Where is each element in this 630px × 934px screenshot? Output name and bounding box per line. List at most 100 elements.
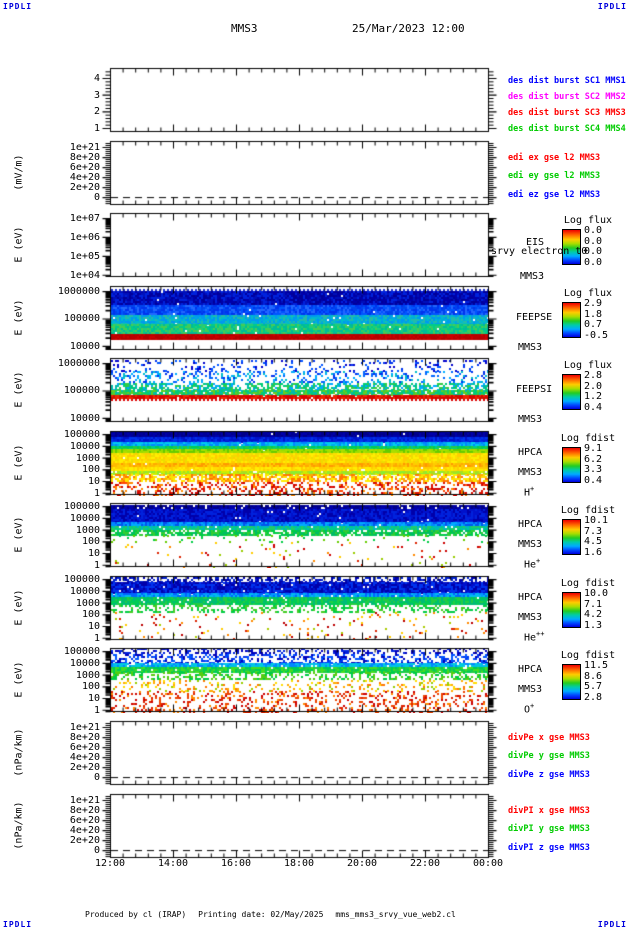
panel-eis-colorbar — [562, 229, 581, 265]
y-axis-unit-text: E (eV) — [13, 371, 25, 408]
y-axis-unit-text: (nPa/km) — [13, 801, 25, 850]
colorbar-tick-label: 2.8 — [584, 691, 603, 703]
panel-hpca-hepp-plot — [94, 575, 502, 641]
ipdli-logo-bottom-right: IPDLI — [597, 920, 627, 929]
panel-divpi-right-label-2: divPI z gse MMS3 — [508, 843, 590, 853]
time-axis-tick-label-3: 18:00 — [283, 858, 315, 869]
panel-divpi-plot — [94, 793, 502, 859]
colorbar-tick-label: 5.7 — [584, 681, 603, 692]
panel-eis-ytick-label-0: 1e+07 — [69, 213, 100, 225]
panel-des-dist-burst-right-label-1: des dist burst SC2 MMS2 — [508, 92, 626, 102]
panel-feepsi-ytick-label-2: 10000 — [69, 412, 100, 424]
panel-hpca-hepp-ytick-label-2: 1000 — [75, 597, 100, 609]
panel-feepse-right-label-1: MMS3 — [518, 342, 543, 353]
panel-hpca-hepp-ytick-label-1: 10000 — [69, 585, 100, 597]
panel-hpca-he-y-axis-unit: E (eV) — [6, 503, 32, 566]
panel-feepsi-colorbar-title: Log flux — [563, 360, 613, 371]
panel-feepsi-y-axis-unit: E (eV) — [6, 358, 32, 421]
panel-divpe-ytick-label-5: 0 — [36, 772, 100, 783]
panel-des-dist-burst-plot — [94, 67, 502, 133]
panel-eis-right-label-2: MMS3 — [520, 271, 545, 282]
panel-hpca-h-plot — [94, 430, 502, 496]
panel-hpca-h-ytick-label-5: 1 — [36, 488, 100, 499]
panel-hpca-o-ytick-label-5: 1 — [36, 705, 100, 716]
panel-hpca-o-right-label-2: O+ — [524, 702, 535, 716]
colorbar-tick-label: 10.1 — [584, 515, 609, 526]
panel-hpca-o-ytick-label-3: 100 — [81, 681, 100, 693]
panel-feepse-y-axis-unit: E (eV) — [6, 286, 32, 349]
time-axis-tick-label-4: 20:00 — [346, 858, 378, 869]
colorbar-tick-label: 0.0 — [584, 246, 603, 257]
panel-eis-ytick-label-2: 1e+05 — [69, 250, 100, 262]
panel-divpe-ytick-label-2: 6e+20 — [69, 742, 100, 754]
panel-feepse-ytick-label-2: 10000 — [69, 340, 100, 352]
panel-hpca-hepp-ytick-label-3: 100 — [81, 609, 100, 621]
colorbar-tick-label: 3.3 — [584, 464, 603, 475]
panel-hpca-o-colorbar-ticks: 11.5 8.6 5.7 2.8 — [584, 660, 608, 703]
colorbar-tick-label: 4.2 — [584, 609, 603, 620]
panel-feepse-colorbar-ticks: 2.9 1.8 0.7 -0.5 — [584, 298, 609, 341]
panel-feepse-ytick-label-0: 1000000 — [57, 286, 100, 298]
time-axis-tick-label-6: 00:00 — [472, 858, 504, 869]
panel-divpe-plot — [94, 720, 502, 786]
panel-divpi-ytick-label-4: 2e+20 — [69, 835, 100, 847]
colorbar-tick-label: 0.0 — [584, 235, 603, 247]
time-axis-tick-label-5: 22:00 — [409, 858, 441, 869]
colorbar-tick-label: 2.8 — [584, 370, 603, 381]
y-axis-unit-text: E (eV) — [13, 299, 25, 336]
panel-feepsi-right-label-1: MMS3 — [518, 414, 543, 425]
colorbar-tick-label: 2.0 — [584, 380, 603, 392]
colorbar-tick-label: 0.7 — [584, 319, 603, 330]
panel-feepsi-colorbar-ticks: 2.8 2.0 1.2 0.4 — [584, 370, 603, 413]
colorbar-tick-label: 0.4 — [584, 474, 603, 486]
y-axis-unit-text: E (eV) — [13, 444, 25, 481]
panel-des-dist-burst-right-label-2: des dist burst SC3 MMS3 — [508, 108, 626, 118]
colorbar-tick-label: 0.4 — [584, 401, 603, 413]
colorbar-tick-label: 8.6 — [584, 670, 603, 682]
panel-hpca-h-ytick-label-2: 1000 — [75, 452, 100, 464]
y-axis-unit-text: E (eV) — [13, 516, 25, 553]
panel-hpca-h-colorbar-ticks: 9.1 6.2 3.3 0.4 — [584, 443, 603, 486]
panel-hpca-he-right-label-2: He+ — [524, 557, 541, 571]
panel-feepsi-ytick-label-1: 100000 — [63, 385, 100, 397]
panel-hpca-he-colorbar-ticks: 10.1 7.3 4.5 1.6 — [584, 515, 609, 558]
panel-des-dist-burst-ytick-label-0: 4 — [36, 73, 100, 84]
panel-hpca-hepp-y-axis-unit: E (eV) — [6, 576, 32, 639]
ipdli-logo-top-left: IPDLI — [3, 2, 33, 11]
panel-hpca-h-ytick-label-4: 10 — [36, 476, 100, 487]
spacecraft-title: MMS3 — [231, 22, 258, 35]
panel-divpe-ytick-label-1: 8e+20 — [69, 732, 100, 744]
panel-hpca-he-ytick-label-1: 10000 — [69, 512, 100, 524]
panel-divpi-ytick-label-5: 0 — [36, 845, 100, 856]
colorbar-tick-label: -0.5 — [584, 329, 609, 341]
panel-hpca-o-y-axis-unit: E (eV) — [6, 648, 32, 711]
colorbar-tick-label: 10.0 — [584, 588, 609, 599]
panel-divpi-right-label-1: divPI y gse MMS3 — [508, 824, 590, 834]
panel-eis-y-axis-unit: E (eV) — [6, 213, 32, 276]
panel-eis-ytick-label-1: 1e+06 — [69, 231, 100, 243]
panel-edi-ytick-label-3: 4e+20 — [69, 172, 100, 184]
panel-hpca-hepp-ytick-label-5: 1 — [36, 633, 100, 644]
panel-hpca-he-right-label-0: HPCA — [518, 519, 543, 530]
colorbar-tick-label: 1.3 — [584, 619, 603, 631]
superscript: + — [530, 702, 535, 710]
panel-feepsi-plot — [94, 357, 502, 423]
panel-hpca-hepp-right-label-1: MMS3 — [518, 612, 543, 623]
panel-eis-plot — [94, 212, 502, 278]
time-axis-tick-label-1: 14:00 — [157, 858, 189, 869]
panel-divpe-ytick-label-4: 2e+20 — [69, 762, 100, 774]
footer-script-name: mms_mms3_srvy_vue_web2.cl — [335, 910, 456, 919]
superscript: ++ — [536, 630, 545, 638]
panel-hpca-hepp-colorbar-title: Log fdist — [560, 578, 616, 589]
panel-eis-right-label-1: srvy electron t0 — [491, 246, 588, 257]
panel-hpca-h-y-axis-unit: E (eV) — [6, 431, 32, 494]
time-axis-tick-label-2: 16:00 — [220, 858, 252, 869]
panel-hpca-hepp-ytick-label-4: 10 — [36, 621, 100, 632]
panel-feepsi-right-label-0: FEEPSI — [516, 384, 553, 395]
colorbar-tick-label: 6.2 — [584, 453, 603, 465]
colorbar-tick-label: 4.5 — [584, 536, 603, 547]
panel-hpca-hepp-colorbar-ticks: 10.0 7.1 4.2 1.3 — [584, 588, 609, 631]
panel-hpca-he-ytick-label-3: 100 — [81, 536, 100, 548]
panel-edi-ytick-label-2: 6e+20 — [69, 162, 100, 174]
panel-divpe-ytick-label-0: 1e+21 — [69, 722, 100, 733]
